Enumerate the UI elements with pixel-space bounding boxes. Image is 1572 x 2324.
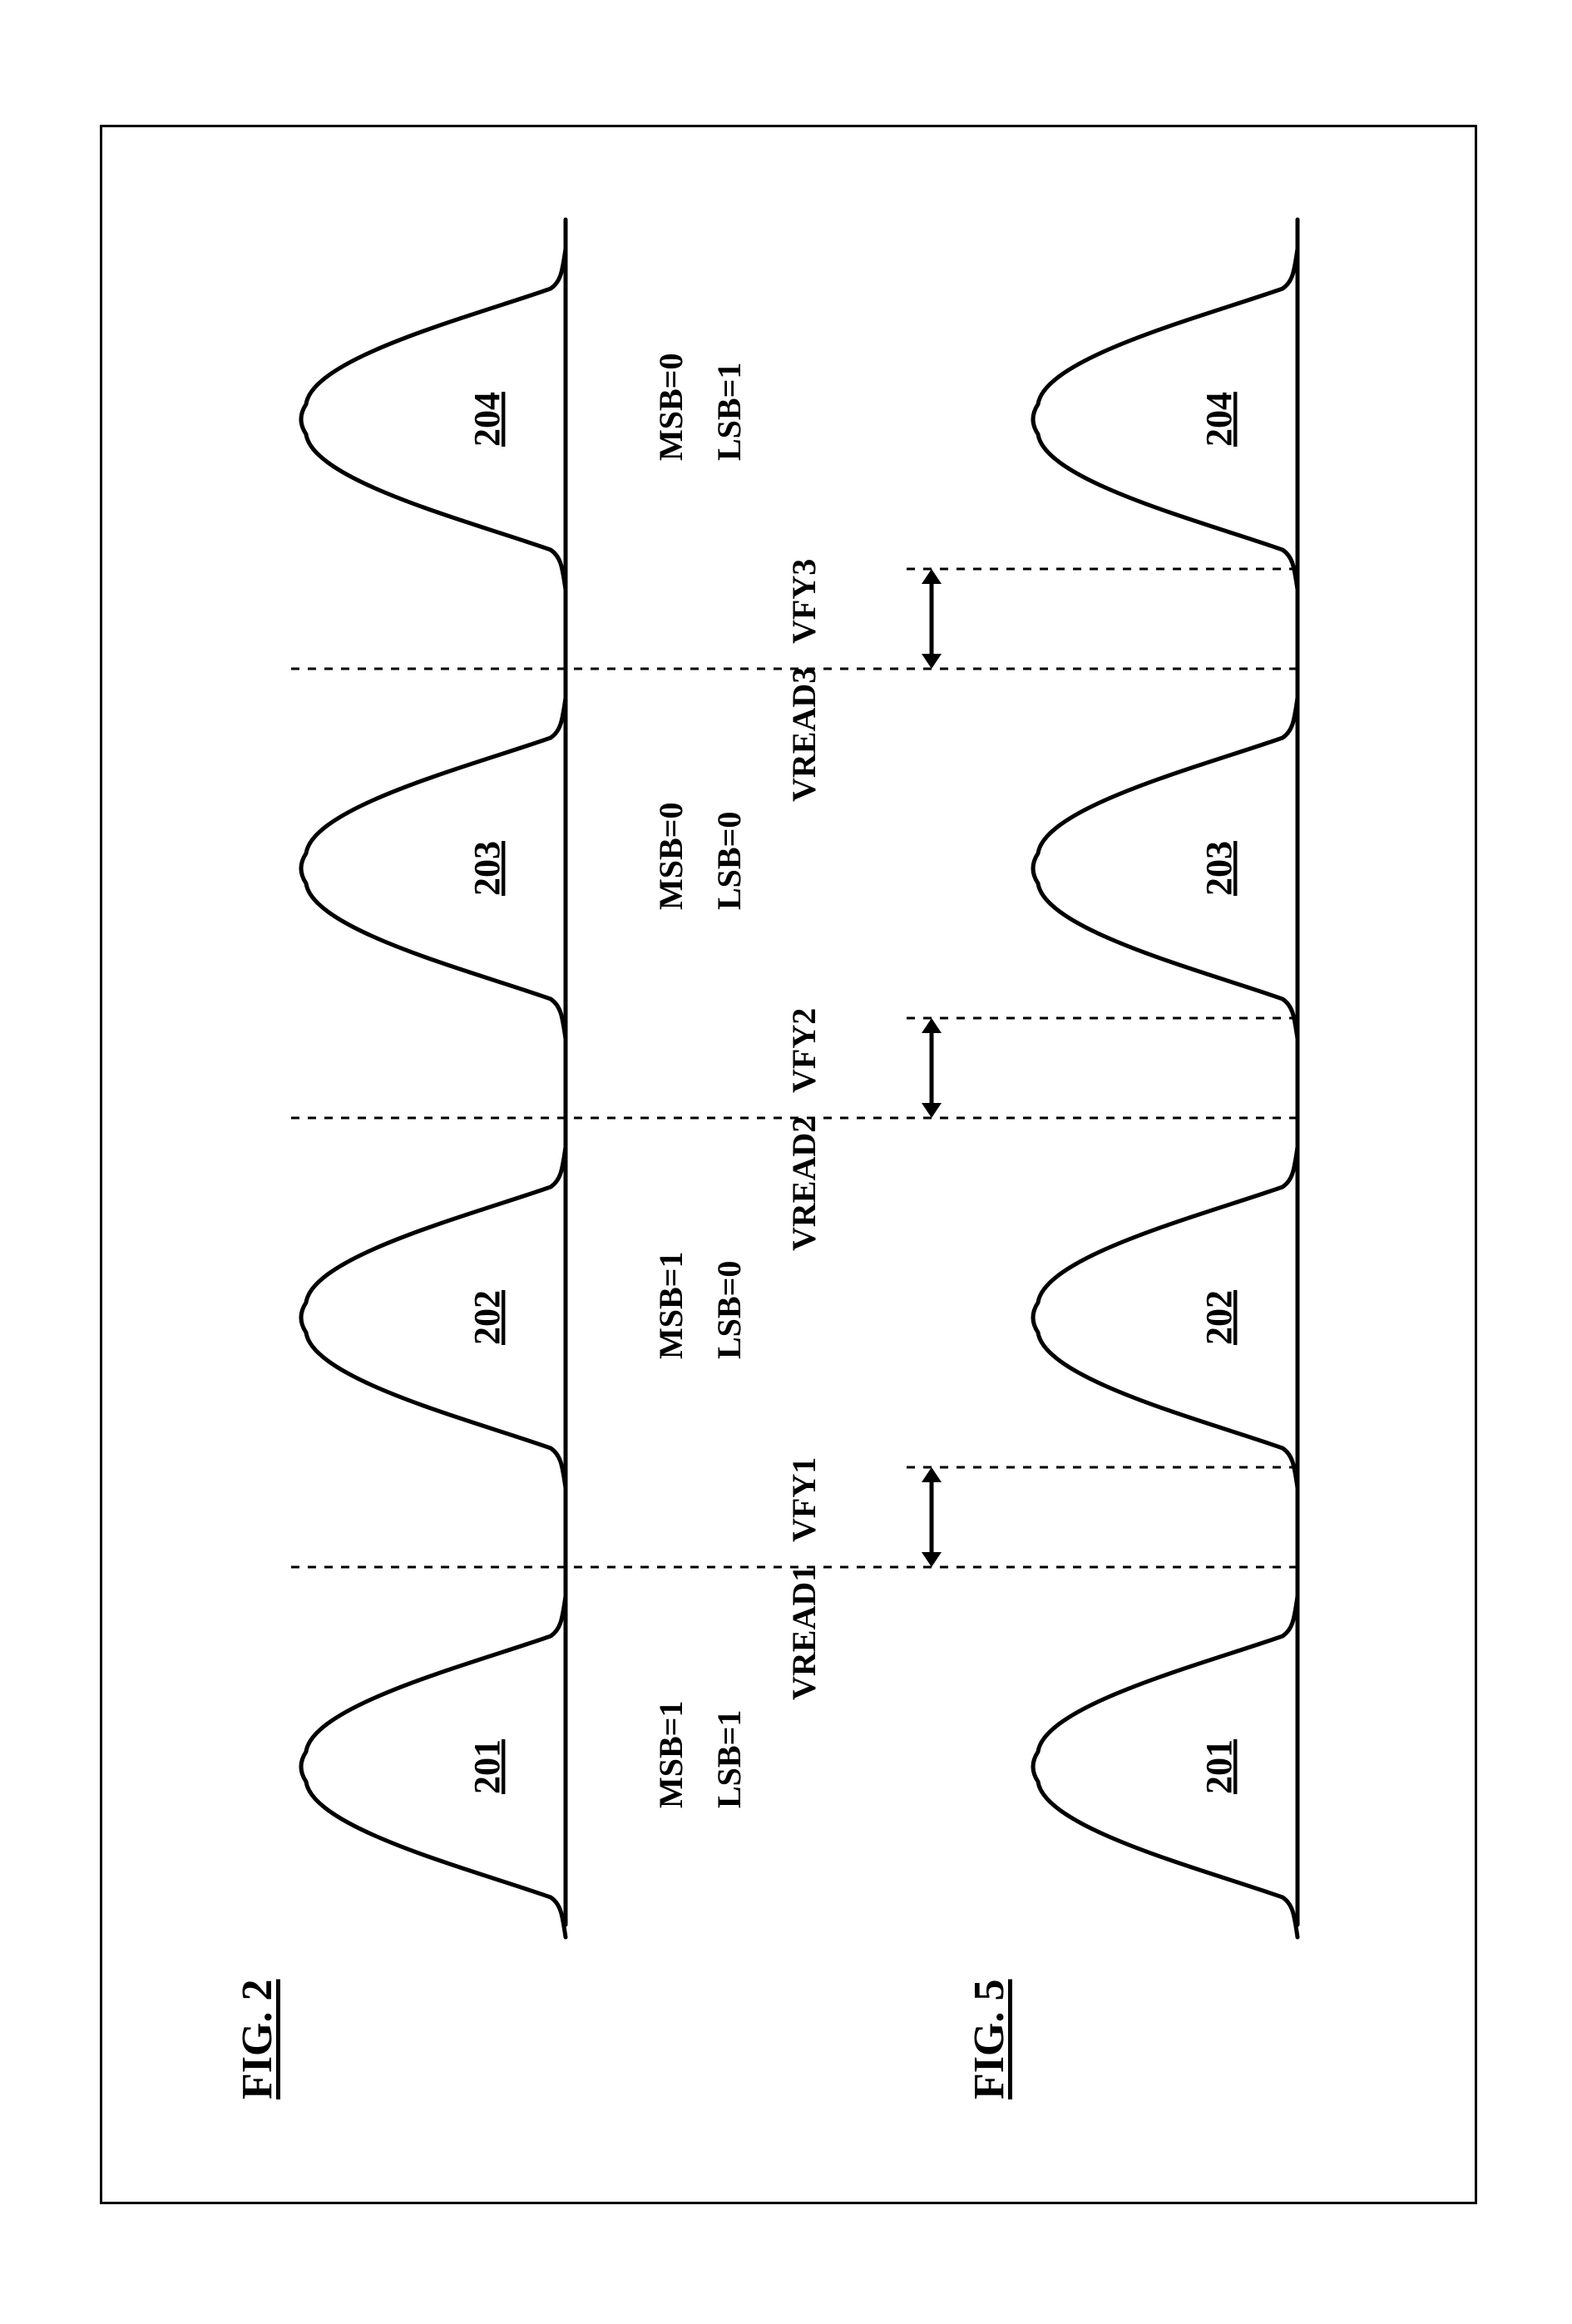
lobe-id: 201 — [467, 1739, 507, 1794]
distribution-lobe — [301, 698, 566, 1039]
arrowhead-icon — [922, 1103, 942, 1118]
vread-label: VREAD1 — [785, 1565, 823, 1700]
msb-label: MSB=1 — [652, 1701, 690, 1808]
lsb-label: LSB=1 — [710, 363, 748, 461]
distribution-lobe — [301, 1596, 566, 1937]
vfy-label: VFY1 — [785, 1457, 823, 1542]
distribution-lobe — [301, 249, 566, 590]
lobe-id: 202 — [1199, 1290, 1239, 1345]
distribution-lobe — [1033, 1147, 1298, 1488]
diagram-stage: FIG. 2 FIG. 5 201202203204201202203204MS… — [100, 125, 1472, 2199]
distribution-lobe — [1033, 1596, 1298, 1937]
lsb-label: LSB=1 — [710, 1710, 748, 1808]
lobe-id: 202 — [467, 1290, 507, 1345]
msb-label: MSB=1 — [652, 1252, 690, 1359]
arrowhead-icon — [922, 1018, 942, 1033]
distribution-lobe — [301, 1147, 566, 1488]
lobe-id: 203 — [1199, 841, 1239, 896]
lsb-label: LSB=0 — [710, 1261, 748, 1359]
vread-label: VREAD3 — [785, 667, 823, 802]
distribution-lobe — [1033, 249, 1298, 590]
lsb-label: LSB=0 — [710, 812, 748, 910]
vfy-label: VFY3 — [785, 559, 823, 644]
arrowhead-icon — [922, 1552, 942, 1567]
arrowhead-icon — [922, 1467, 942, 1482]
lobe-id: 201 — [1199, 1739, 1239, 1794]
lobe-id: 204 — [1199, 392, 1239, 447]
vread-label: VREAD2 — [785, 1116, 823, 1251]
vfy-label: VFY2 — [785, 1008, 823, 1093]
lobe-id: 204 — [467, 392, 507, 447]
diagram-svg: 201 202 203 204 201 202 203 204 MSB=1 LSB=1 MSB=1 L… — [100, 125, 1472, 2199]
lobe-id: 203 — [467, 841, 507, 896]
msb-label: MSB=0 — [652, 354, 690, 461]
distribution-lobe — [1033, 698, 1298, 1039]
arrowhead-icon — [922, 569, 942, 584]
arrowhead-icon — [922, 654, 942, 669]
msb-label: MSB=0 — [652, 803, 690, 910]
